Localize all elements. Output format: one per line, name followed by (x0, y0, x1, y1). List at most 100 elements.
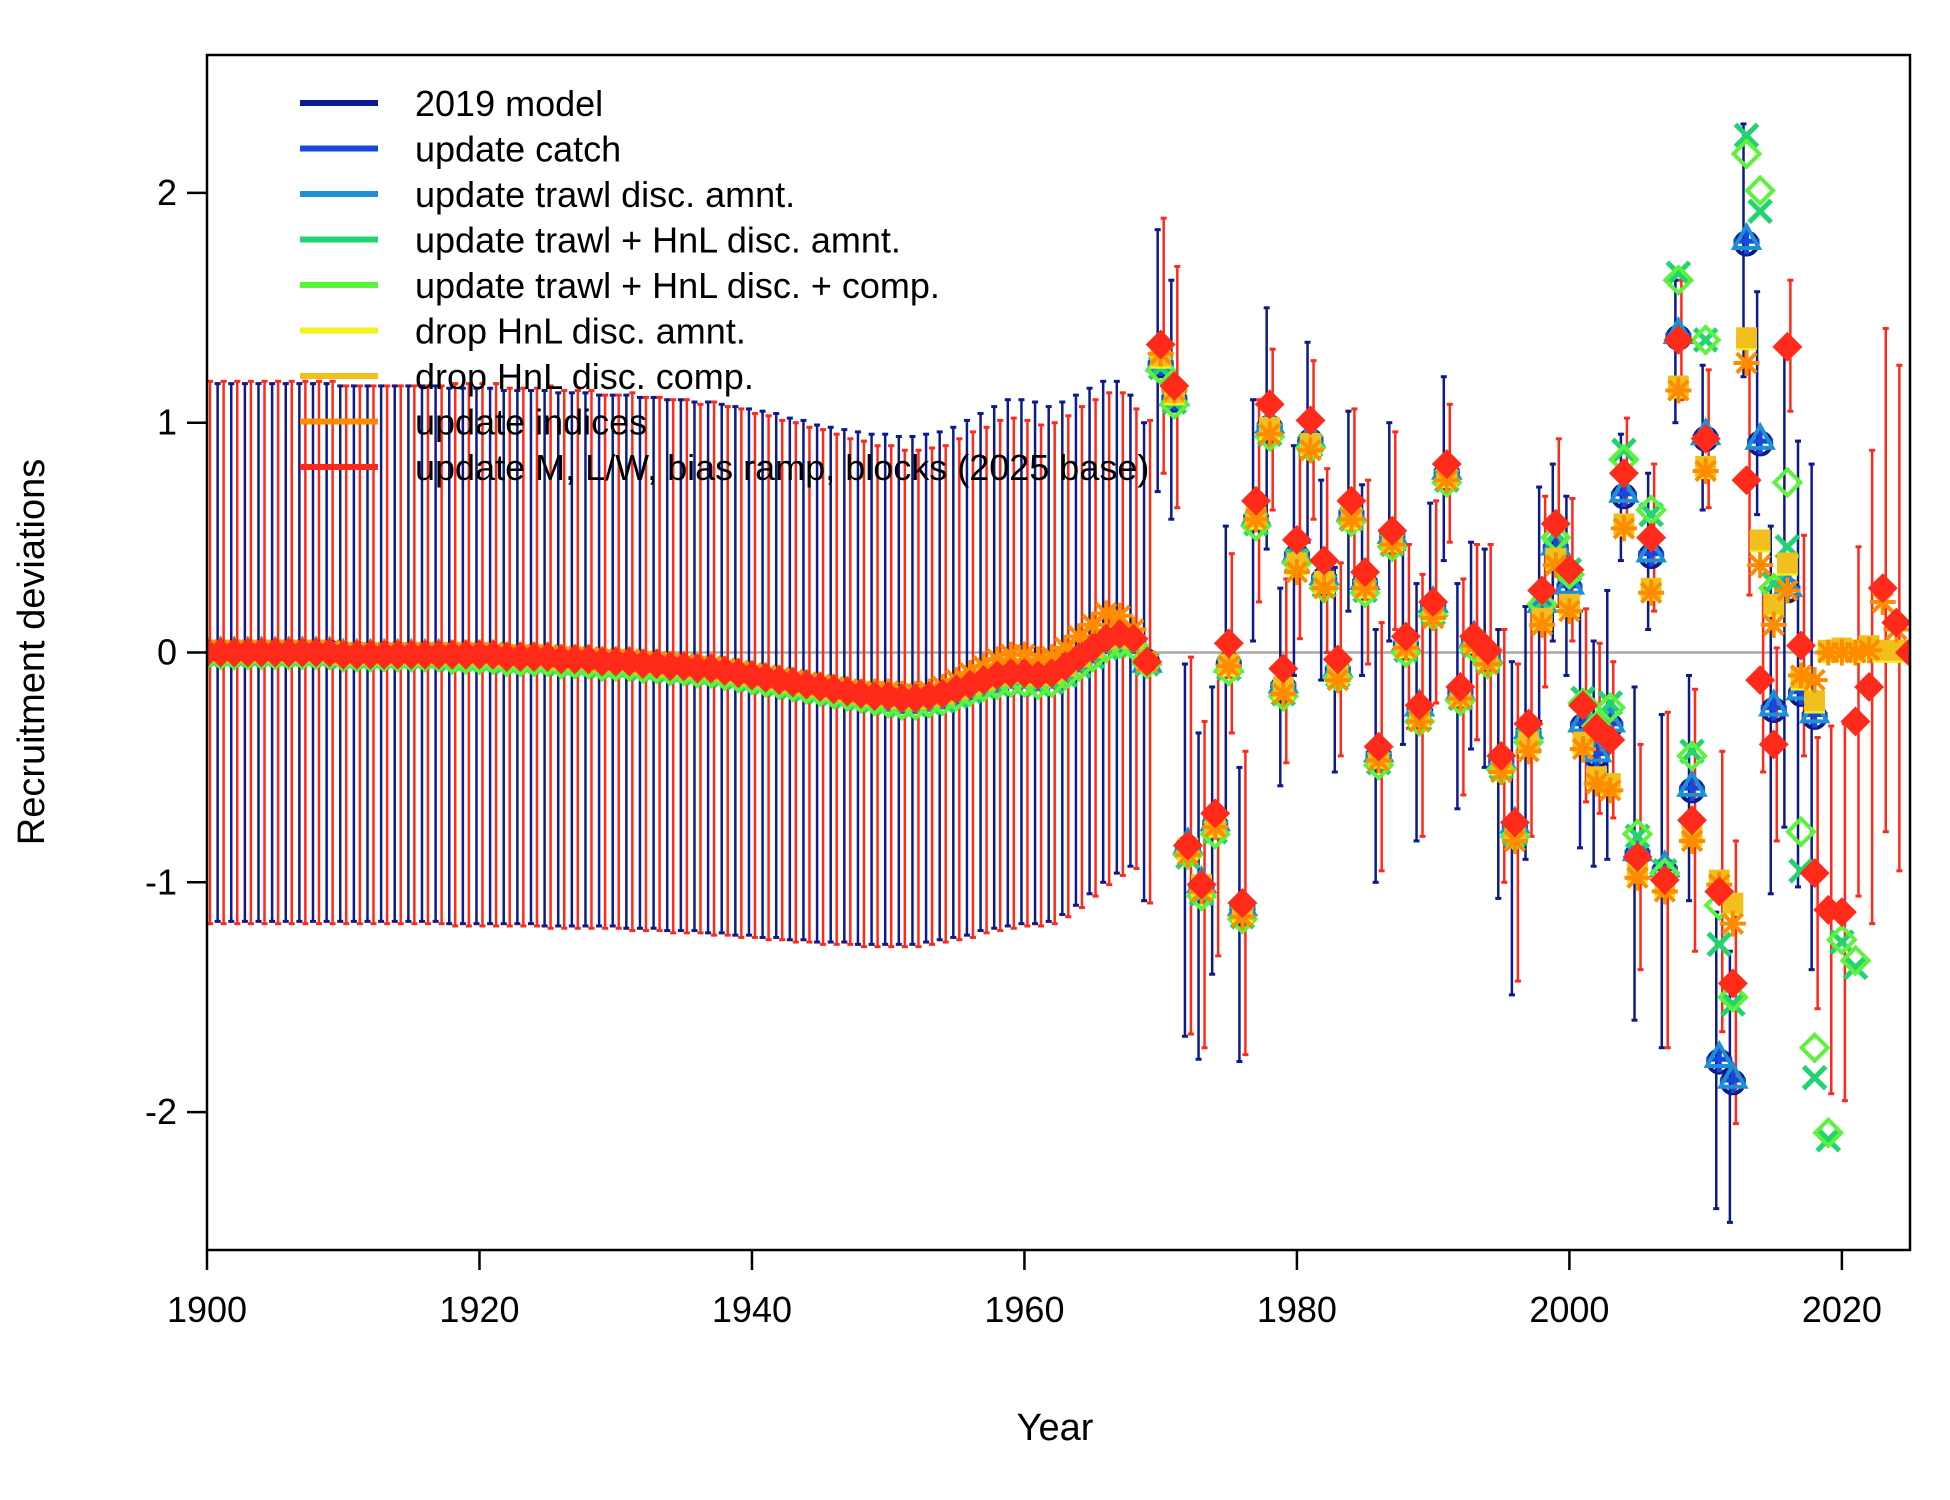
x-axis: 1900 1920 1940 1960 1980 2000 2020 (167, 1250, 1882, 1330)
data-point (1213, 628, 1244, 659)
data-point (1324, 667, 1351, 694)
data-point (1706, 931, 1733, 958)
data-point (1472, 635, 1503, 666)
data-point (1145, 329, 1176, 360)
data-point (1786, 630, 1816, 661)
data-point (1227, 888, 1258, 918)
x-tick-label: 1920 (439, 1289, 519, 1330)
data-point (1077, 632, 1108, 663)
data-point (1595, 724, 1626, 755)
data-point (1513, 708, 1544, 739)
data-point (1529, 611, 1556, 638)
data-point (1610, 515, 1637, 542)
data-point (1826, 923, 1858, 956)
data-point (737, 660, 767, 691)
x-tick-label: 1900 (167, 1289, 247, 1330)
data-point (1597, 690, 1624, 716)
y-axis: -2 -1 0 1 2 (145, 172, 207, 1132)
data-point (927, 678, 958, 709)
legend-entry: drop HnL disc. amnt. (300, 311, 746, 352)
data-point (1281, 524, 1312, 555)
data-point (1649, 865, 1680, 895)
data-point (1839, 944, 1872, 977)
data-point (1676, 768, 1708, 797)
legend-label: update trawl disc. amnt. (415, 174, 795, 215)
data-point (1363, 731, 1394, 762)
data-point (1717, 1060, 1749, 1089)
data-point (1665, 377, 1692, 404)
data-point (1774, 577, 1801, 604)
data-point (1719, 910, 1746, 937)
data-point (1243, 506, 1270, 533)
x-tick-label: 1940 (712, 1289, 792, 1330)
data-point (1420, 605, 1447, 632)
data-point (1433, 467, 1460, 494)
data-point (1747, 552, 1774, 579)
data-point (1881, 607, 1910, 638)
data-point (1622, 842, 1653, 872)
data-point (1311, 575, 1338, 602)
x-tick-label: 2000 (1529, 1289, 1609, 1330)
data-point (1091, 623, 1122, 654)
data-point (1009, 658, 1040, 689)
data-point (1692, 457, 1719, 484)
data-point (1527, 575, 1558, 606)
data-point (1459, 621, 1489, 652)
x-tick-label: 2020 (1802, 1289, 1882, 1330)
legend-entry: update trawl disc. amnt. (300, 174, 795, 215)
data-point (1445, 672, 1476, 702)
data-point (1283, 559, 1310, 586)
data-point (1676, 740, 1708, 772)
data-point (1608, 458, 1639, 489)
data-point (997, 641, 1024, 668)
data-point (1594, 691, 1627, 724)
data-points (207, 122, 1910, 1153)
data-point (1256, 421, 1283, 448)
data-point (1352, 575, 1379, 602)
data-point (1611, 437, 1637, 464)
data-point (1608, 474, 1640, 503)
data-point (1717, 968, 1748, 999)
data-point (1338, 506, 1365, 533)
data-point (1758, 729, 1789, 760)
legend-label: drop HnL disc. comp. (415, 356, 754, 397)
data-point (1104, 619, 1135, 650)
data-point (1172, 830, 1203, 861)
data-point (1186, 869, 1217, 900)
data-point (1856, 637, 1883, 664)
data-point (1788, 662, 1815, 689)
y-tick-label: 1 (157, 402, 177, 443)
data-point (1011, 641, 1038, 668)
data-point (1079, 611, 1106, 638)
data-point (1744, 174, 1776, 207)
data-point (1581, 713, 1612, 744)
data-point (709, 655, 740, 686)
data-point (1638, 579, 1665, 606)
data-point (1895, 637, 1910, 668)
data-point (1036, 658, 1067, 689)
data-point (1023, 660, 1054, 691)
legend-entry: update trawl + HnL disc. + comp. (300, 265, 940, 306)
data-point (1736, 327, 1757, 349)
data-point (1583, 770, 1610, 797)
data-point (1297, 437, 1324, 464)
data-point (818, 674, 849, 705)
x-tick-label: 1960 (984, 1289, 1064, 1330)
data-point (1758, 688, 1790, 717)
data-point (1662, 264, 1695, 297)
data-point (1815, 1126, 1842, 1153)
data-point (1322, 644, 1353, 675)
data-point (1749, 529, 1771, 551)
data-point (1406, 708, 1433, 735)
legend-entry: drop HnL disc. comp. (300, 356, 754, 397)
data-point (1745, 665, 1776, 696)
data-point (1690, 423, 1721, 454)
data-point (846, 678, 876, 709)
y-tick-label: -1 (145, 861, 177, 902)
data-point (1390, 621, 1421, 652)
data-point (1717, 981, 1749, 1014)
data-point (1295, 405, 1326, 436)
data-point (723, 658, 754, 689)
data-point (1826, 897, 1857, 928)
legend-entry: update trawl + HnL disc. amnt. (300, 220, 901, 261)
